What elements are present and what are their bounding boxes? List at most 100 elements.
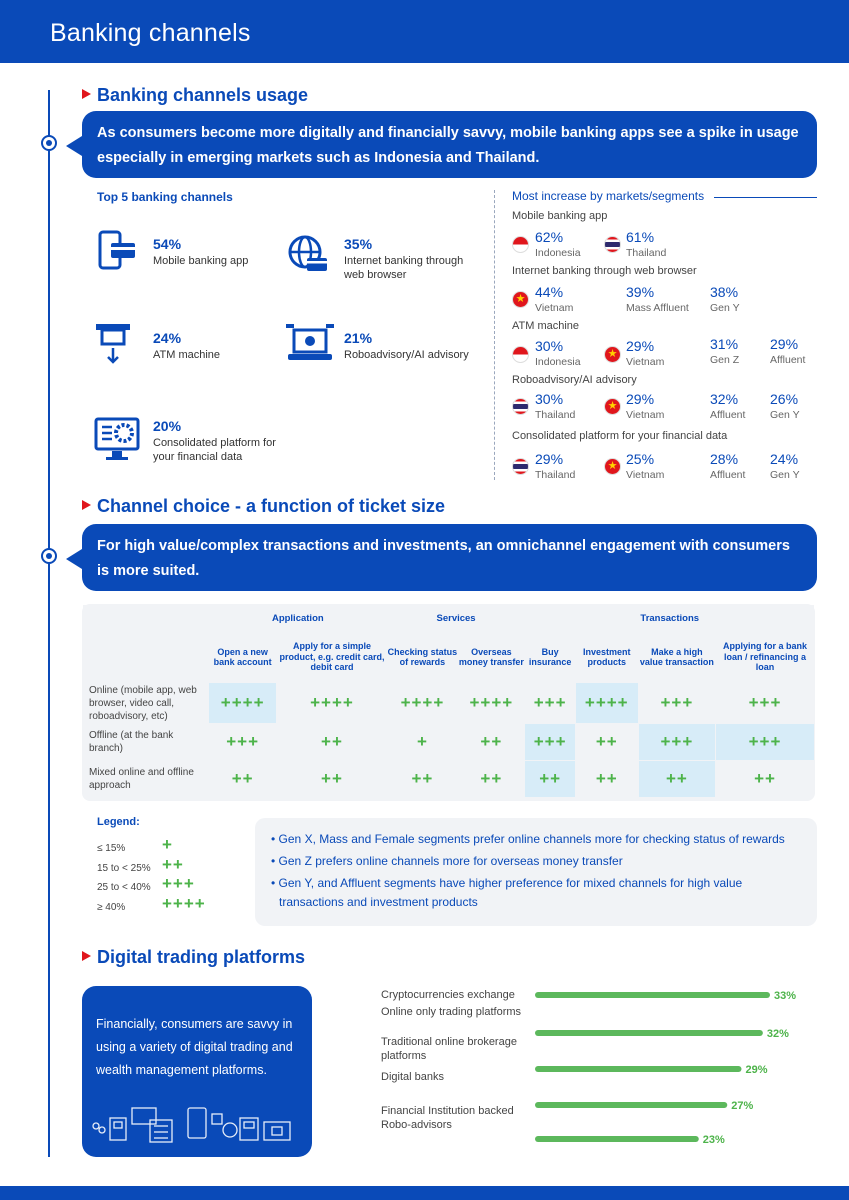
mi-pct: 32%	[710, 391, 739, 407]
mi-label: Gen Y	[710, 302, 740, 314]
mi-pct: 30%	[535, 391, 564, 407]
bar-category-label: Digital banks	[381, 1071, 444, 1083]
insights-box: • Gen X, Mass and Female segments prefer…	[255, 818, 817, 926]
section-title-channel-choice: Channel choice - a function of ticket si…	[82, 496, 445, 517]
mi-label: Gen Y	[770, 469, 800, 481]
bar-value-label: 27%	[731, 1100, 753, 1112]
mi-label: Vietnam	[535, 302, 574, 314]
legend-marks: ++	[162, 855, 184, 874]
usage-callout: As consumers become more digitally and f…	[66, 111, 817, 178]
mobile-payment-icon	[98, 230, 135, 270]
indonesia-flag-icon	[512, 346, 529, 363]
most-increase-title: Most increase by markets/segments	[512, 189, 705, 203]
mi-pct: 31%	[710, 336, 739, 352]
section-title-text: Banking channels usage	[97, 85, 309, 105]
matrix-cell: ++	[209, 761, 277, 797]
bar-value-label: 33%	[774, 990, 796, 1002]
mi-category: Consolidated platform for your financial…	[512, 430, 728, 442]
column-header: Checking status of rewards	[387, 632, 458, 682]
matrix-cell: +++	[638, 724, 716, 760]
mi-label: Thailand	[535, 409, 576, 421]
channel-pct: 35%	[344, 236, 373, 252]
column-header: Make a high value transaction	[638, 632, 716, 682]
vietnam-flag-icon: ★	[604, 458, 621, 475]
matrix-corner	[83, 605, 208, 631]
channel-matrix: Application Services Transactions Open a…	[82, 604, 815, 798]
divider	[714, 197, 817, 198]
bar-category-label: Cryptocurrencies exchange	[381, 989, 515, 1001]
vietnam-flag-icon: ★	[604, 346, 621, 363]
bar-category-label: Financial Institution backed Robo-adviso…	[381, 1105, 514, 1131]
page-title: Banking channels	[50, 19, 251, 47]
mi-pct: 24%	[770, 451, 799, 467]
channel-label: Internet banking through web browser	[344, 255, 464, 281]
mi-pct: 39%	[626, 284, 655, 300]
header-bar: Banking channels	[0, 0, 849, 63]
bar-category-label: Online only trading platforms	[381, 1006, 522, 1018]
bar-value-label: 29%	[746, 1064, 768, 1076]
group-header: Services	[387, 605, 525, 631]
matrix-cell: ++	[575, 724, 638, 760]
mi-label: Affluent	[710, 469, 746, 481]
bar	[535, 992, 770, 998]
mi-label: Indonesia	[535, 356, 581, 368]
insight-note: • Gen Y, and Affluent segments have high…	[271, 876, 743, 909]
matrix-cell: ++++	[277, 683, 387, 723]
triangle-bullet-icon	[82, 89, 91, 99]
gear-monitor-icon	[94, 417, 140, 460]
matrix-cell: +++	[638, 683, 716, 723]
robo-laptop-icon	[286, 324, 334, 360]
mi-label: Thailand	[535, 469, 576, 481]
channel-label: Roboadvisory/AI advisory	[344, 349, 469, 361]
matrix-cell: +	[387, 724, 458, 760]
legend-range: 15 to < 25%	[97, 863, 151, 874]
mi-label: Gen Y	[770, 409, 800, 421]
group-header: Transactions	[525, 605, 814, 631]
insight-text: Gen Y, and Affluent segments have higher…	[278, 876, 743, 909]
mi-pct: 44%	[535, 284, 564, 300]
mi-category: Roboadvisory/AI advisory	[512, 374, 637, 386]
digital-trading-text: Financially, consumers are savvy in usin…	[96, 1017, 293, 1077]
channel-label: Mobile banking app	[153, 255, 249, 267]
mi-category: Mobile banking app	[512, 210, 608, 222]
matrix-cell: ++	[277, 761, 387, 797]
timeline-line	[48, 90, 50, 1157]
bar	[535, 1136, 699, 1142]
matrix-cell: +++	[716, 683, 814, 723]
matrix-cell: +++	[209, 724, 277, 760]
footer-bar	[0, 1186, 849, 1200]
section-title-digital-trading: Digital trading platforms	[82, 947, 305, 968]
mi-pct: 29%	[626, 338, 655, 354]
channel-label: ATM machine	[153, 349, 221, 361]
mi-category: Internet banking through web browser	[512, 265, 697, 277]
table-row: Mixed online and offline approach ++ ++ ++ +…	[83, 761, 814, 797]
matrix-cell: ++	[277, 724, 387, 760]
matrix-cell: ++	[525, 761, 575, 797]
row-header: Offline (at the bank branch)	[83, 724, 208, 760]
mi-pct: 29%	[535, 451, 564, 467]
triangle-bullet-icon	[82, 500, 91, 510]
channel-choice-callout: For high value/complex transactions and …	[66, 524, 817, 591]
column-header: Buy insurance	[525, 632, 575, 682]
channel-pct: 54%	[153, 236, 182, 252]
mi-pct: 38%	[710, 284, 739, 300]
bar	[535, 1066, 742, 1072]
bar	[535, 1102, 728, 1108]
mi-label: Mass Affluent	[626, 302, 689, 314]
matrix-cell: ++	[716, 761, 814, 797]
mi-pct: 62%	[535, 229, 564, 245]
legend-range: ≤ 15%	[97, 843, 126, 854]
mi-pct: 25%	[626, 451, 655, 467]
column-header: Apply for a simple product, e.g. credit …	[277, 632, 387, 682]
matrix-cell: ++	[458, 761, 525, 797]
triangle-bullet-icon	[82, 951, 91, 961]
legend-range: 25 to < 40%	[97, 882, 151, 893]
column-header: Applying for a bank loan / refinancing a…	[716, 632, 814, 682]
globe-card-icon	[288, 235, 327, 271]
insight-text: Gen Z prefers online channels more for o…	[278, 854, 623, 868]
bar-value-label: 32%	[767, 1028, 789, 1040]
bar	[535, 1030, 763, 1036]
vietnam-flag-icon: ★	[604, 398, 621, 415]
vietnam-flag-icon: ★	[512, 291, 529, 308]
insight-note: • Gen Z prefers online channels more for…	[271, 854, 623, 868]
